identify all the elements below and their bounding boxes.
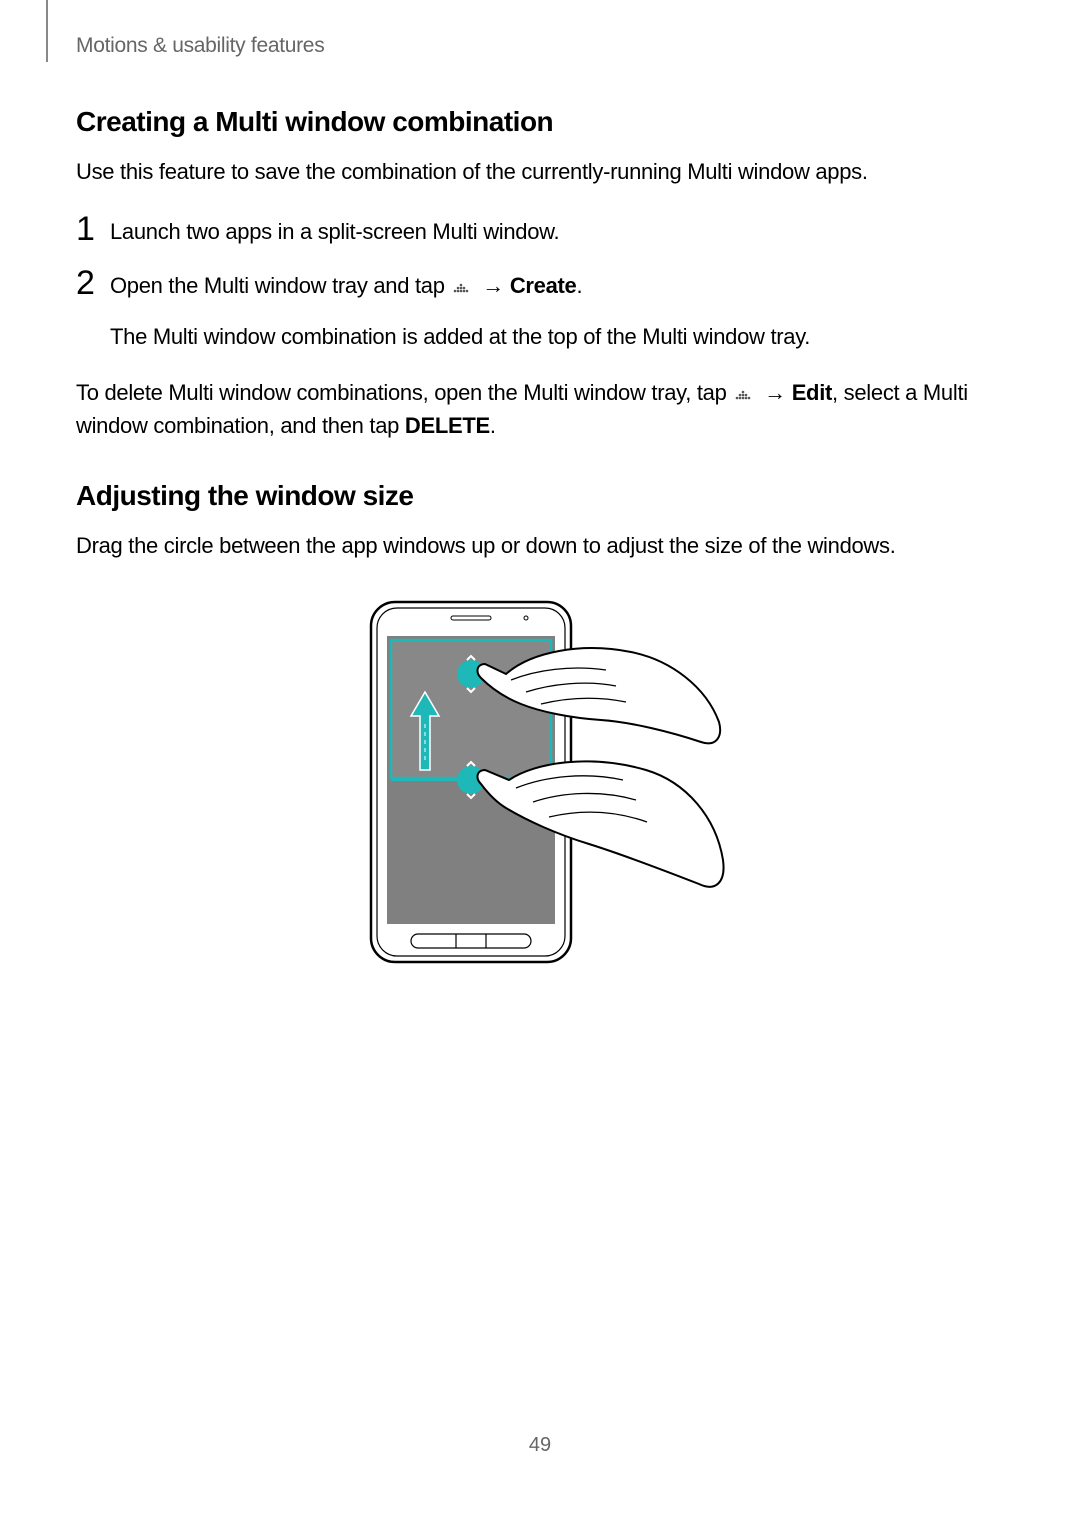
step-2-sub: The Multi window combination is added at…	[110, 321, 1006, 353]
step-2: 2 Open the Multi window tray and tap → C…	[76, 266, 1006, 303]
more-icon	[734, 378, 756, 410]
delete-before: To delete Multi window combinations, ope…	[76, 380, 732, 405]
section-heading-1: Creating a Multi window combination	[76, 106, 1006, 138]
step2-period: .	[577, 273, 583, 298]
section1-intro: Use this feature to save the combination…	[76, 156, 1006, 188]
main-content: Creating a Multi window combination Use …	[76, 106, 1006, 972]
page-margin-rule	[46, 0, 48, 62]
section-2: Adjusting the window size Drag the circl…	[76, 480, 1006, 972]
step-number-1: 1	[76, 212, 110, 246]
step-2-text: Open the Multi window tray and tap → Cre…	[110, 266, 582, 303]
delete-period: .	[490, 413, 496, 438]
delete-label: DELETE	[405, 413, 490, 438]
arrow-icon: →	[764, 380, 792, 405]
create-label: Create	[510, 273, 577, 298]
breadcrumb: Motions & usability features	[76, 34, 324, 58]
step2-before: Open the Multi window tray and tap	[110, 273, 450, 298]
edit-label: Edit	[792, 380, 832, 405]
step-1: 1 Launch two apps in a split-screen Mult…	[76, 212, 1006, 248]
section2-intro: Drag the circle between the app windows …	[76, 530, 1006, 562]
phone-illustration	[76, 592, 1006, 972]
page-number: 49	[0, 1434, 1080, 1457]
arrow-icon: →	[482, 273, 510, 298]
section-heading-2: Adjusting the window size	[76, 480, 1006, 512]
step-number-2: 2	[76, 266, 110, 300]
more-icon	[452, 271, 474, 303]
delete-paragraph: To delete Multi window combinations, ope…	[76, 377, 1006, 442]
step-1-text: Launch two apps in a split-screen Multi …	[110, 212, 559, 248]
